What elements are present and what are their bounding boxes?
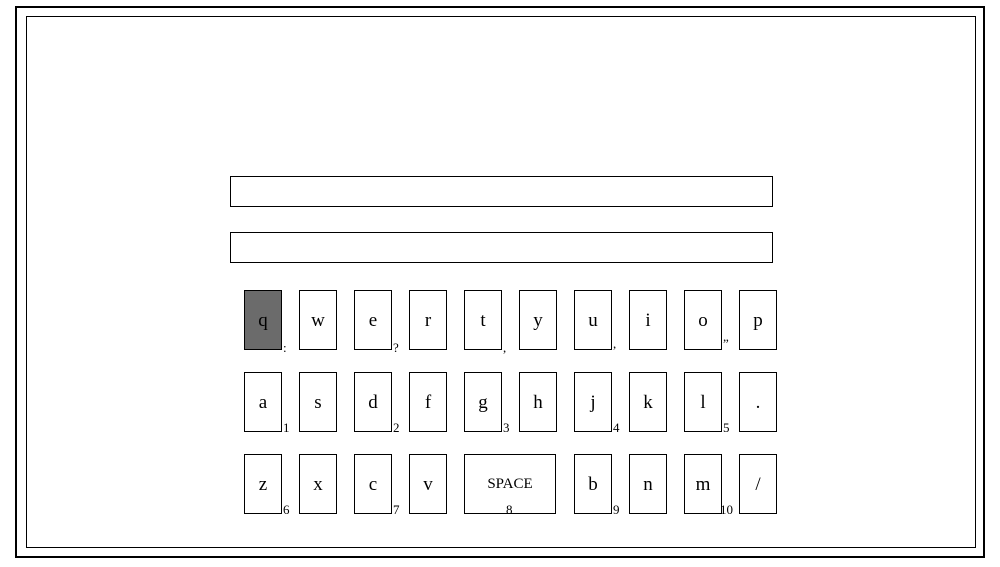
key-label: i	[645, 311, 650, 330]
sub-number: 8	[506, 503, 513, 516]
key-label: k	[643, 393, 653, 412]
sub-number: 1	[283, 421, 290, 434]
key-label: o	[698, 311, 708, 330]
key-x[interactable]: x	[299, 454, 337, 514]
gap-mark: :	[283, 341, 287, 354]
key-label: m	[696, 475, 711, 494]
key-period[interactable]: .	[739, 372, 777, 432]
text-input-2[interactable]	[230, 232, 773, 263]
key-label: b	[588, 475, 598, 494]
key-label: x	[313, 475, 323, 494]
key-n[interactable]: n	[629, 454, 667, 514]
sub-number: 2	[393, 421, 400, 434]
key-label: r	[425, 311, 431, 330]
key-k[interactable]: k	[629, 372, 667, 432]
key-label: /	[755, 475, 760, 494]
sub-number: 4	[613, 421, 620, 434]
key-h[interactable]: h	[519, 372, 557, 432]
key-label: a	[259, 393, 267, 412]
sub-number: 10	[720, 503, 733, 516]
key-label: g	[478, 393, 488, 412]
sub-number: 7	[393, 503, 400, 516]
text-input-1[interactable]	[230, 176, 773, 207]
key-label: q	[258, 311, 268, 330]
key-label: t	[480, 311, 485, 330]
key-g[interactable]: g	[464, 372, 502, 432]
sub-number: 5	[723, 421, 730, 434]
key-e[interactable]: e	[354, 290, 392, 350]
key-label: .	[756, 393, 761, 412]
key-d[interactable]: d	[354, 372, 392, 432]
sub-number: 9	[613, 503, 620, 516]
key-label: l	[700, 393, 705, 412]
key-label: e	[369, 311, 377, 330]
key-t[interactable]: t	[464, 290, 502, 350]
key-z[interactable]: z	[244, 454, 282, 514]
key-m[interactable]: m	[684, 454, 722, 514]
gap-mark: ”	[723, 337, 729, 350]
gap-mark: ?	[393, 341, 399, 354]
sub-number: 3	[503, 421, 510, 434]
gap-mark: ,	[613, 337, 616, 350]
key-label: f	[425, 393, 431, 412]
key-j[interactable]: j	[574, 372, 612, 432]
key-label: p	[753, 311, 763, 330]
key-y[interactable]: y	[519, 290, 557, 350]
key-v[interactable]: v	[409, 454, 447, 514]
key-c[interactable]: c	[354, 454, 392, 514]
key-label: s	[314, 393, 321, 412]
key-u[interactable]: u	[574, 290, 612, 350]
key-r[interactable]: r	[409, 290, 447, 350]
key-l[interactable]: l	[684, 372, 722, 432]
key-a[interactable]: a	[244, 372, 282, 432]
key-w[interactable]: w	[299, 290, 337, 350]
gap-mark: ,	[503, 341, 506, 354]
sub-number: 6	[283, 503, 290, 516]
key-i[interactable]: i	[629, 290, 667, 350]
key-label: n	[643, 475, 653, 494]
key-label: h	[533, 393, 543, 412]
key-slash[interactable]: /	[739, 454, 777, 514]
key-q[interactable]: q	[244, 290, 282, 350]
key-label: c	[369, 475, 377, 494]
key-label: z	[259, 475, 267, 494]
key-f[interactable]: f	[409, 372, 447, 432]
key-s[interactable]: s	[299, 372, 337, 432]
key-p[interactable]: p	[739, 290, 777, 350]
key-label: u	[588, 311, 598, 330]
key-label: v	[423, 475, 433, 494]
key-label: y	[533, 311, 543, 330]
key-label: d	[368, 393, 378, 412]
key-label: w	[311, 311, 325, 330]
key-label: j	[590, 393, 595, 412]
key-b[interactable]: b	[574, 454, 612, 514]
key-label: SPACE	[487, 477, 532, 492]
key-o[interactable]: o	[684, 290, 722, 350]
